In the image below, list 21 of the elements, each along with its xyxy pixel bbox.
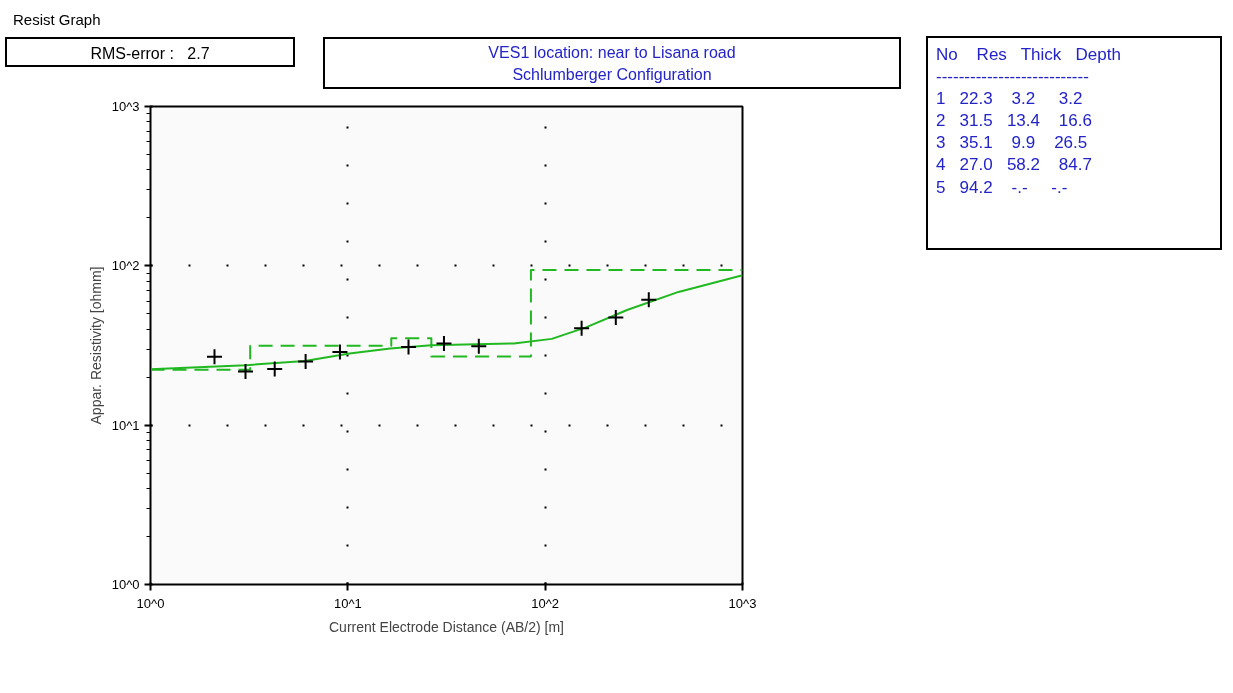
text: Resist Graph bbox=[13, 10, 101, 30]
text: 4 27.0 58.2 84.7 bbox=[936, 155, 1092, 175]
text: 1 22.3 3.2 3.2 bbox=[936, 89, 1083, 109]
chart-title: VES1 location: near to Lisana road bbox=[488, 44, 736, 61]
y-tick-label: 10^0 bbox=[111, 577, 140, 592]
y-tick-label: 10^2 bbox=[111, 258, 140, 274]
y-axis-title: Appar. Resistivity [ohmm] bbox=[87, 266, 104, 425]
x-tick-label: 10^0 bbox=[136, 595, 165, 611]
text: 5 94.2 -.- -.- bbox=[936, 177, 1068, 197]
text: 3 35.1 9.9 26.5 bbox=[936, 133, 1088, 153]
text: No Res Thick Depth bbox=[936, 45, 1121, 64]
x-tick-label: 10^1 bbox=[333, 595, 362, 611]
y-tick-label: 10^1 bbox=[111, 417, 140, 433]
chart-subtitle: Schlumberger Configuration bbox=[512, 66, 712, 84]
text: 2 31.5 13.4 16.6 bbox=[936, 111, 1092, 131]
x-tick-label: 10^3 bbox=[728, 595, 757, 611]
x-axis-title: Current Electrode Distance (AB/2) [m] bbox=[329, 618, 564, 635]
text: RMS-error : 2.7 bbox=[90, 44, 210, 64]
y-tick-label: 10^3 bbox=[111, 99, 140, 114]
text: --------------------------- bbox=[936, 67, 1089, 87]
x-tick-label: 10^2 bbox=[531, 595, 560, 611]
